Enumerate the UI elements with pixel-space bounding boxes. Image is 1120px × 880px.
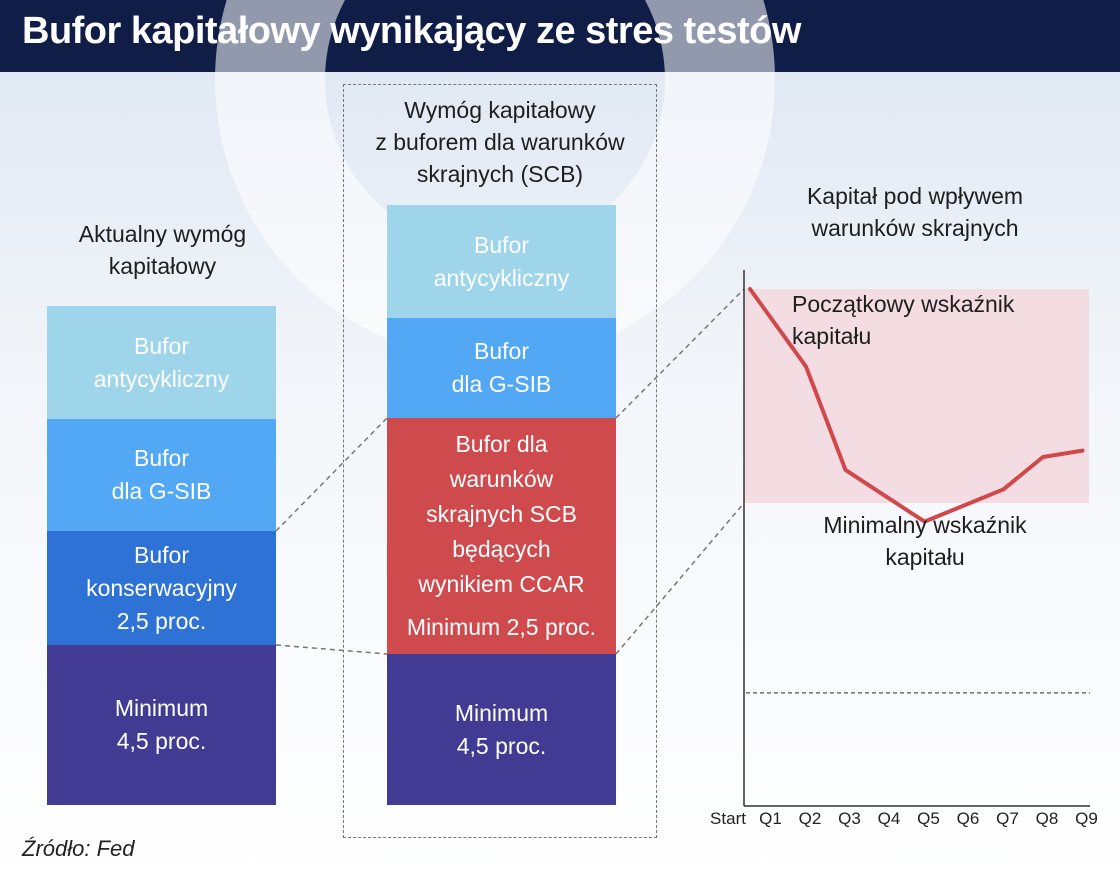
initial-label-line: Początkowy wskaźnik	[792, 291, 1015, 317]
block-text: wynikiem CCAR	[418, 571, 585, 597]
middle-column-title: Wymóg kapitałowy z buforem dla warunków …	[345, 94, 655, 190]
connector-line	[615, 288, 745, 419]
middle-block-minimum: Minimum 4,5 proc.	[387, 654, 616, 805]
middle-title-line: z buforem dla warunków	[375, 129, 625, 155]
block-text: Bufor	[474, 231, 529, 258]
min-ratio-label: Minimalny wskaźnik kapitału	[790, 509, 1060, 573]
source-note: Źródło: Fed	[22, 836, 135, 861]
block-text: skrajnych SCB	[426, 501, 577, 527]
block-text: Minimum	[454, 699, 549, 726]
x-tick-label: Q1	[759, 809, 782, 828]
connector-line	[275, 417, 388, 532]
connector-line	[615, 502, 745, 655]
min-label-line: Minimalny wskaźnik	[823, 512, 1027, 538]
capital-series-line	[748, 287, 1085, 524]
middle-title-line: skrajnych (SCB)	[416, 161, 584, 187]
x-tick-label: Q9	[1075, 809, 1098, 828]
x-tick-label: Start	[710, 809, 746, 828]
x-tick-label: Q2	[799, 809, 822, 828]
chart-title-line: warunków skrajnych	[811, 215, 1019, 241]
x-tick-label: Q4	[878, 809, 901, 828]
middle-block-countercyclical: Bufor antycykliczny	[387, 205, 616, 318]
middle-block-gsib: Bufor dla G-SIB	[387, 318, 616, 418]
block-text: 4,5 proc.	[116, 728, 207, 754]
left-block-minimum: Minimum 4,5 proc.	[47, 645, 276, 805]
block-text: 2,5 proc.	[116, 607, 207, 634]
block-text: warunków	[449, 466, 554, 492]
chart-title: Kapitał pod wpływem warunków skrajnych	[765, 180, 1065, 244]
x-tick-label: Q8	[1036, 809, 1059, 828]
middle-block-scb: Bufor dla warunków skrajnych SCB będącyc…	[387, 418, 616, 654]
left-column-title: Aktualny wymóg kapitałowy	[35, 218, 290, 282]
block-text: dla G-SIB	[451, 371, 552, 397]
chart-title-line: Kapitał pod wpływem	[806, 183, 1024, 209]
block-text: konserwacyjny	[86, 574, 237, 601]
block-text: Bufor	[474, 338, 529, 364]
x-tick-label: Q5	[917, 809, 940, 828]
block-text: Bufor	[134, 445, 189, 471]
left-block-countercyclical: Bufor antycykliczny	[47, 306, 276, 419]
x-tick-label: Q6	[957, 809, 980, 828]
block-text: Minimum	[114, 695, 209, 721]
initial-ratio-label: Początkowy wskaźnik kapitału	[792, 288, 1014, 352]
scb-minimum-text: Minimum 2,5 proc.	[406, 614, 597, 640]
x-tick-label: Q7	[996, 809, 1019, 828]
scb-dashed-frame	[343, 84, 657, 838]
left-block-conservation: Bufor konserwacyjny 2,5 proc.	[47, 531, 276, 645]
left-title-line: kapitałowy	[108, 253, 217, 279]
left-title-line: Aktualny wymóg	[78, 221, 247, 247]
block-text: będących	[452, 536, 551, 562]
initial-label-line: kapitału	[792, 323, 872, 349]
x-tick-label: Q3	[838, 809, 861, 828]
block-text: antycykliczny	[433, 264, 570, 291]
min-label-line: kapitału	[885, 544, 965, 570]
block-text: Bufor	[134, 332, 189, 359]
block-text: 4,5 proc.	[456, 732, 547, 759]
block-text: Bufor	[134, 541, 189, 568]
middle-title-line: Wymóg kapitałowy	[404, 97, 596, 123]
block-text: dla G-SIB	[111, 478, 212, 504]
block-text: antycykliczny	[93, 365, 230, 392]
left-block-gsib: Bufor dla G-SIB	[47, 419, 276, 531]
block-text: Bufor dla	[455, 431, 548, 457]
connector-line	[275, 644, 388, 655]
